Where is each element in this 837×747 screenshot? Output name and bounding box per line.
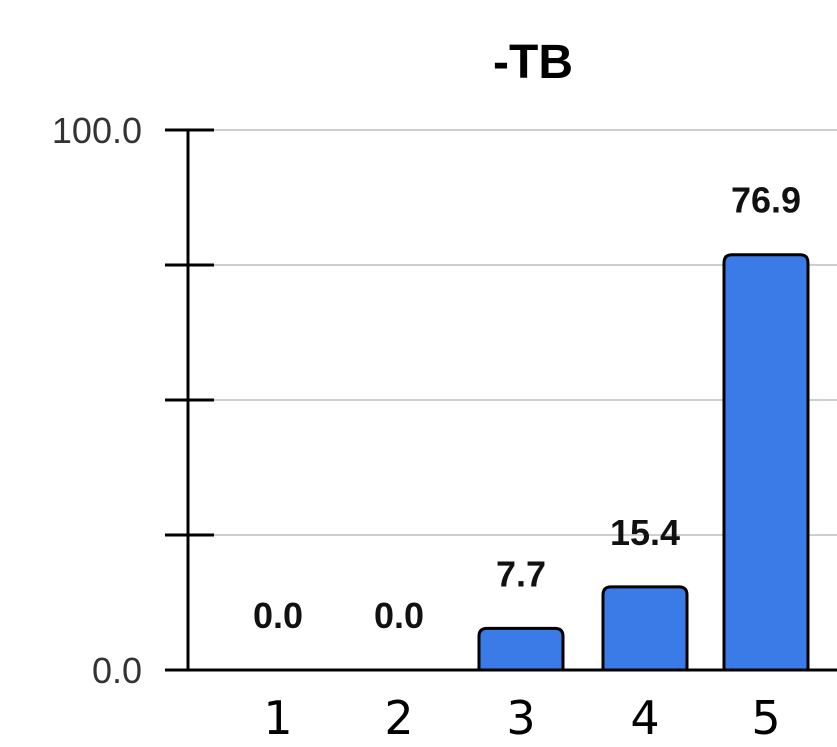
x-tick-label: 3 bbox=[506, 691, 535, 745]
chart-title: -TB bbox=[493, 36, 573, 89]
data-label: 7.7 bbox=[496, 553, 546, 594]
axes bbox=[165, 128, 837, 672]
data-label: 15.4 bbox=[610, 512, 680, 553]
data-label: 76.9 bbox=[731, 180, 801, 221]
data-label: 0.0 bbox=[253, 595, 303, 636]
x-tick-label: 2 bbox=[384, 691, 413, 745]
y-tick-label: 0.0 bbox=[92, 650, 142, 691]
data-label: 0.0 bbox=[374, 595, 424, 636]
bar bbox=[601, 585, 689, 672]
labels: 0.0 100.0 0.0 1 0.0 2 7.7 3 15.4 4 76.9 5 bbox=[52, 110, 801, 745]
bar bbox=[477, 626, 565, 672]
bars bbox=[236, 253, 810, 672]
x-tick-label: 1 bbox=[263, 691, 292, 745]
bar bbox=[722, 253, 810, 672]
y-tick-label: 100.0 bbox=[52, 110, 142, 151]
x-tick-label: 5 bbox=[751, 691, 780, 745]
x-tick-label: 4 bbox=[630, 691, 659, 745]
